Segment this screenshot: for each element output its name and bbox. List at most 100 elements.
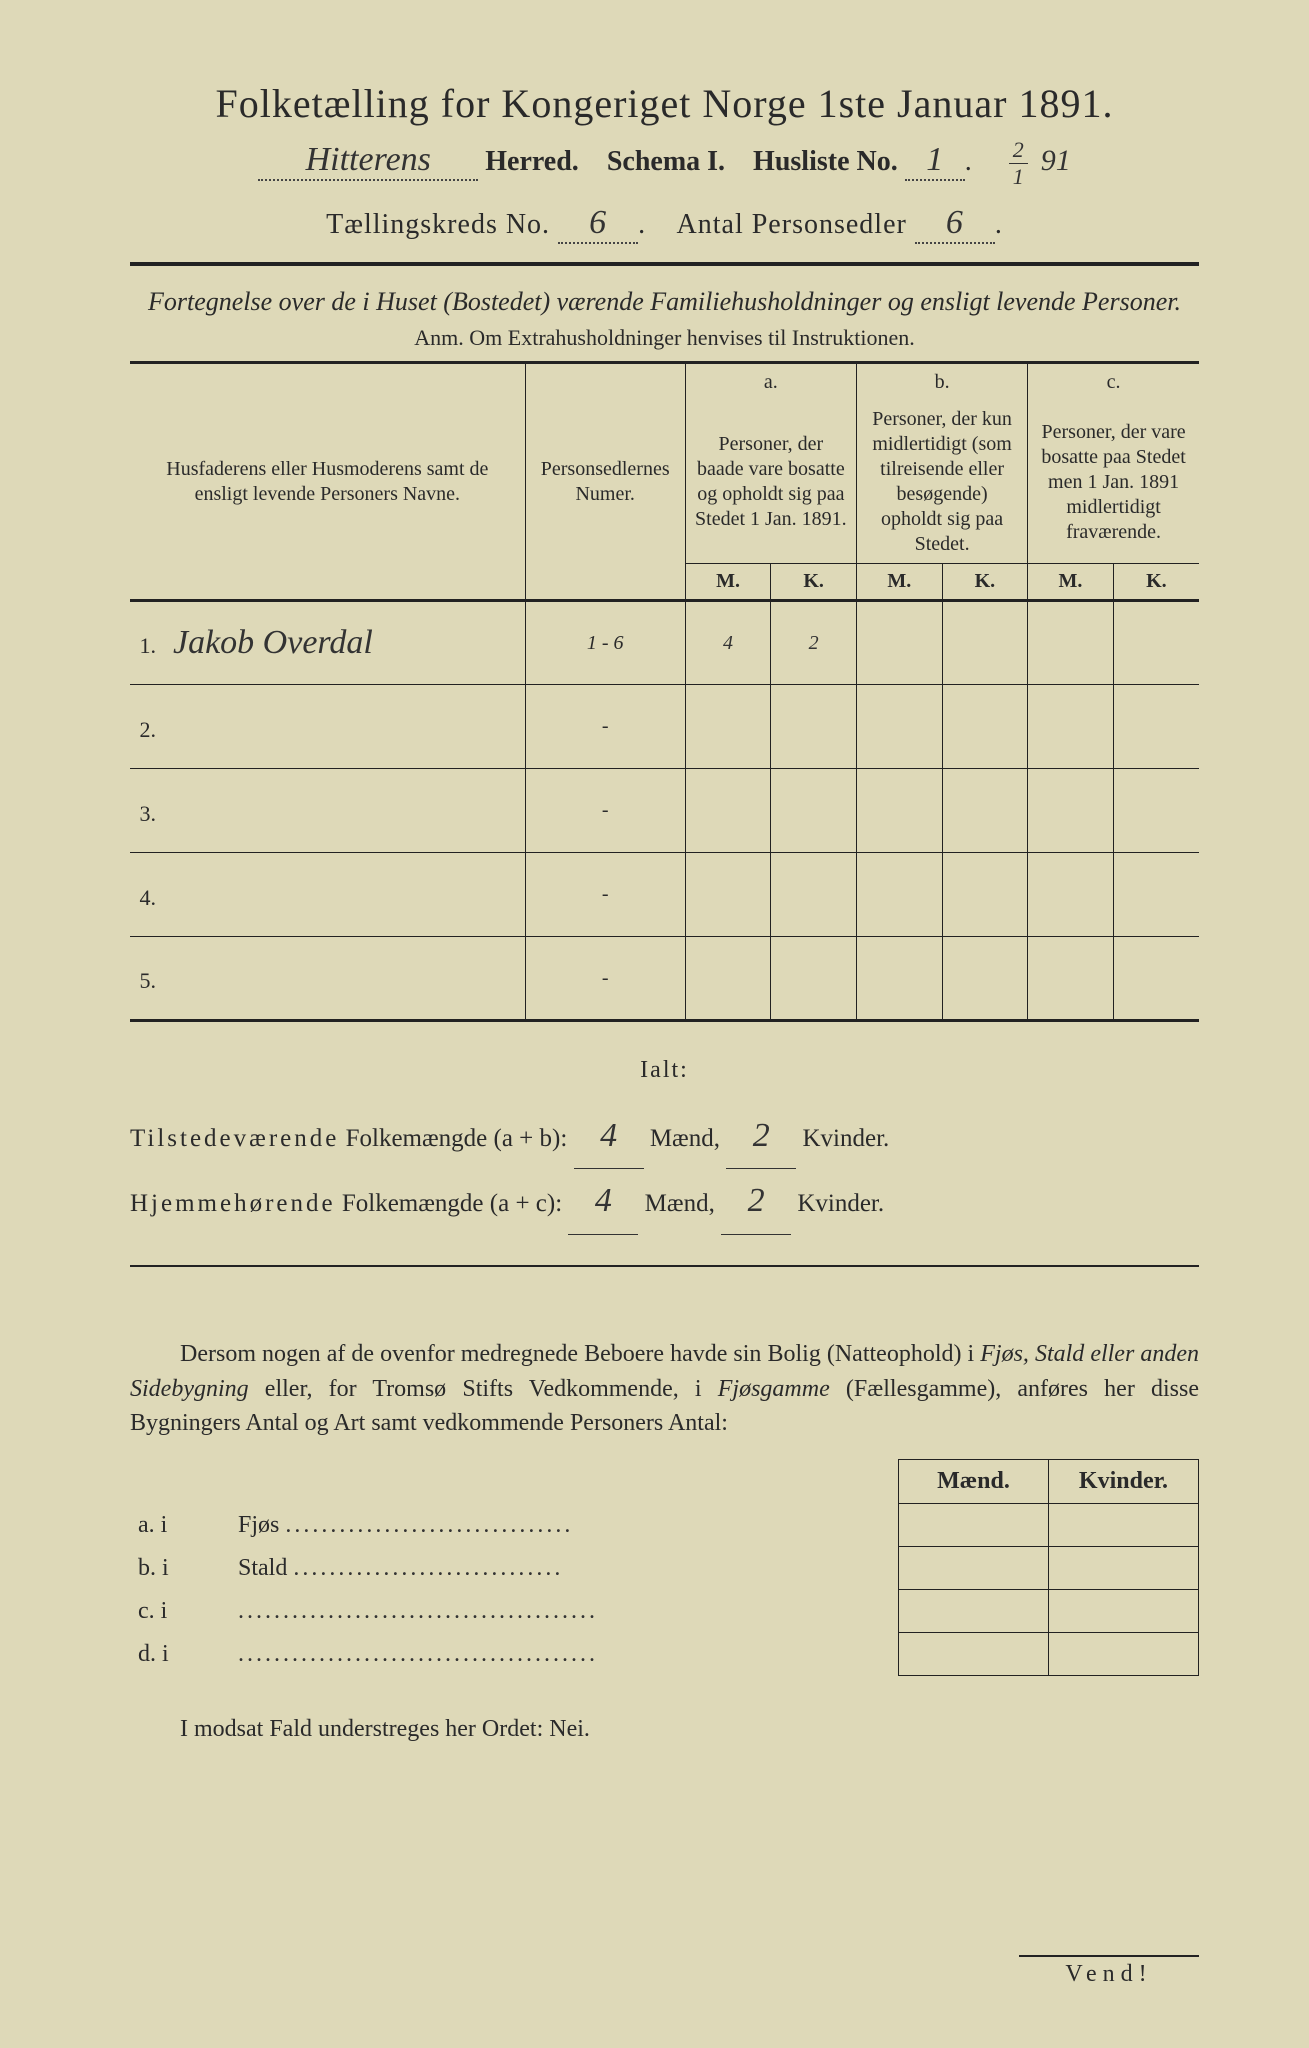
bottom-table: Mænd. Kvinder. a. iFjøs ................… (130, 1459, 1199, 1676)
ialt-block: Ialt: Tilstedeværende Folkemængde (a + b… (130, 1048, 1199, 1235)
ialt-line-1: Tilstedeværende Folkemængde (a + b): 4 M… (130, 1104, 1199, 1170)
a-m-cell (685, 685, 771, 769)
bottom-k-cell (1049, 1547, 1199, 1590)
row-label-a: a. i (130, 1504, 230, 1547)
personsedler-value: 6 (915, 204, 995, 244)
bottom-row: c. i ...................................… (130, 1590, 1199, 1633)
name-cell: 1. Jakob Overdal (130, 601, 525, 685)
name-cell: 5. (130, 937, 525, 1021)
col-c-text: Personer, der vare bosatte paa Stedet me… (1028, 401, 1199, 564)
c-m-cell (1028, 685, 1114, 769)
name-cell: 4. (130, 853, 525, 937)
date-year: 91 (1041, 144, 1071, 177)
sedler-cell: - (525, 937, 685, 1021)
mk-header: M. (685, 564, 771, 601)
col-a-label: a. (685, 363, 856, 402)
mk-header: K. (1113, 564, 1199, 601)
date-fraction: 2 1 (1009, 137, 1028, 190)
bottom-m-cell (899, 1590, 1049, 1633)
col-a-text: Personer, der baade vare bosatte og opho… (685, 401, 856, 564)
bottom-k-cell (1049, 1590, 1199, 1633)
b-m-cell (856, 853, 942, 937)
col-header-sedler: Personsedlernes Numer. (525, 363, 685, 601)
schema-label: Schema I. (607, 146, 725, 177)
sedler-cell: 1 - 6 (525, 601, 685, 685)
bottom-k-cell (1049, 1504, 1199, 1547)
bottom-row: a. iFjøs ...............................… (130, 1504, 1199, 1547)
table-row: 2. - (130, 685, 1199, 769)
vend-label: Vend! (1019, 1955, 1199, 1988)
bottom-m-cell (899, 1504, 1049, 1547)
a-m-cell (685, 853, 771, 937)
bottom-row: b. iStald .............................. (130, 1547, 1199, 1590)
b-k-cell (942, 769, 1028, 853)
a-k-cell (771, 685, 857, 769)
row-label-a: d. i (130, 1633, 230, 1676)
bottom-k-cell (1049, 1633, 1199, 1676)
bottom-kvinder-header: Kvinder. (1049, 1460, 1199, 1504)
divider (130, 262, 1199, 266)
col-c-label: c. (1028, 363, 1199, 402)
sedler-cell: - (525, 853, 685, 937)
name-cell: 3. (130, 769, 525, 853)
name-cell: 2. (130, 685, 525, 769)
sedler-cell: - (525, 769, 685, 853)
main-table: Husfaderens eller Husmoderens samt de en… (130, 361, 1199, 1022)
ialt-1-k: 2 (726, 1104, 796, 1170)
mk-header: K. (942, 564, 1028, 601)
a-m-cell (685, 937, 771, 1021)
row-label-b: Stald .............................. (230, 1547, 899, 1590)
a-m-cell: 4 (685, 601, 771, 685)
a-m-cell (685, 769, 771, 853)
b-k-cell (942, 601, 1028, 685)
c-k-cell (1113, 853, 1199, 937)
c-k-cell (1113, 685, 1199, 769)
c-m-cell (1028, 601, 1114, 685)
census-form-page: Folketælling for Kongeriget Norge 1ste J… (0, 0, 1309, 2048)
anm-note: Anm. Om Extrahusholdninger henvises til … (130, 325, 1199, 351)
col-b-text: Personer, der kun midlertidigt (som tilr… (856, 401, 1027, 564)
table-row: 1. Jakob Overdal1 - 642 (130, 601, 1199, 685)
b-k-cell (942, 937, 1028, 1021)
header-line-3: Tællingskreds No. 6. Antal Personsedler … (130, 204, 1199, 244)
subtitle: Fortegnelse over de i Huset (Bostedet) v… (130, 284, 1199, 319)
c-k-cell (1113, 601, 1199, 685)
header-line-2: Hitterens Herred. Schema I. Husliste No.… (130, 137, 1199, 190)
bottom-m-cell (899, 1633, 1049, 1676)
mk-header: M. (856, 564, 942, 601)
herred-value: Hitterens (258, 141, 478, 181)
ialt-2-m: 4 (568, 1169, 638, 1235)
nei-line: I modsat Fald understreges her Ordet: Ne… (130, 1716, 1199, 1743)
bottom-row: d. i ...................................… (130, 1633, 1199, 1676)
b-m-cell (856, 601, 942, 685)
a-k-cell (771, 853, 857, 937)
b-m-cell (856, 937, 942, 1021)
kreds-label: Tællingskreds No. (326, 209, 550, 240)
mk-header: K. (771, 564, 857, 601)
mk-header: M. (1028, 564, 1114, 601)
row-label-b: Fjøs ................................ (230, 1504, 899, 1547)
a-k-cell: 2 (771, 601, 857, 685)
b-k-cell (942, 853, 1028, 937)
husliste-label: Husliste No. (753, 146, 898, 177)
table-row: 5. - (130, 937, 1199, 1021)
row-label-b: ........................................ (230, 1590, 899, 1633)
c-m-cell (1028, 769, 1114, 853)
date-den: 1 (1009, 164, 1028, 190)
ialt-title: Ialt: (130, 1048, 1199, 1094)
ialt-line-2: Hjemmehørende Folkemængde (a + c): 4 Mæn… (130, 1169, 1199, 1235)
ialt-2-k: 2 (721, 1169, 791, 1235)
herred-label: Herred. (485, 146, 579, 177)
kreds-value: 6 (558, 204, 638, 244)
bottom-m-cell (899, 1547, 1049, 1590)
col-b-label: b. (856, 363, 1027, 402)
row-label-a: c. i (130, 1590, 230, 1633)
table-row: 4. - (130, 853, 1199, 937)
ialt-1-m: 4 (574, 1104, 644, 1170)
c-m-cell (1028, 937, 1114, 1021)
b-k-cell (942, 685, 1028, 769)
a-k-cell (771, 937, 857, 1021)
bottom-maend-header: Mænd. (899, 1460, 1049, 1504)
col-header-name: Husfaderens eller Husmoderens samt de en… (130, 363, 525, 601)
row-label-b: ........................................ (230, 1633, 899, 1676)
